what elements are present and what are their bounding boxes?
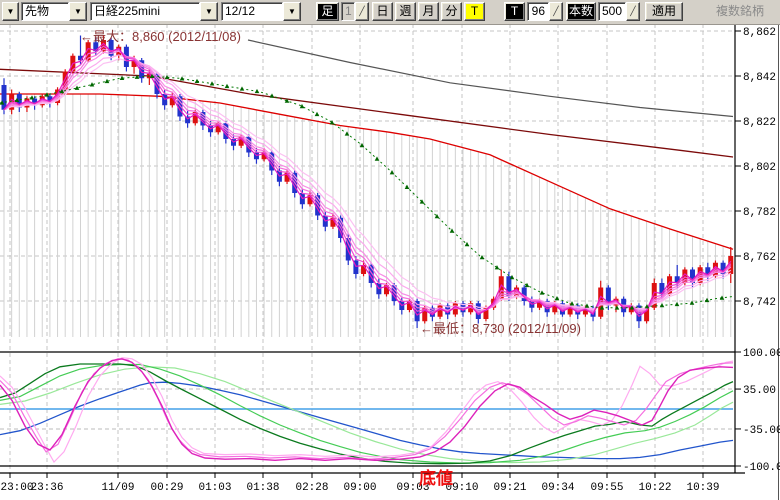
period-day-button[interactable]: 日 [372, 2, 393, 21]
period-week-button[interactable]: 週 [395, 2, 416, 21]
svg-text:8,762: 8,762 [743, 252, 776, 264]
bottom-annotation: 底値 [419, 468, 453, 488]
svg-text:09:34: 09:34 [541, 482, 574, 494]
svg-text:-100.00: -100.00 [743, 462, 780, 474]
svg-text:09:55: 09:55 [590, 482, 623, 494]
svg-text:09:03: 09:03 [396, 482, 429, 494]
annotations-layer: ←最大：8,860 (2012/11/08) ←最低：8,730 (2012/11… [80, 29, 581, 336]
spinner-icon[interactable]: ╱ [549, 2, 563, 21]
bars-label-button: 本数 [566, 2, 596, 21]
grid-layer [0, 24, 735, 473]
green-ma-layer [0, 73, 734, 310]
symbol-select[interactable]: 日経225mini ▼ [90, 2, 218, 21]
svg-text:8,822: 8,822 [743, 117, 776, 129]
svg-text:8,802: 8,802 [743, 162, 776, 174]
axis-layer: 8,862 8,842 8,822 8,802 8,782 8,762 8,742 100.0… [0, 24, 780, 494]
period-month-button[interactable]: 月 [418, 2, 439, 21]
svg-text:-35.00: -35.00 [743, 425, 780, 437]
toolbar: ▼ 先物 ▼ 日経225mini ▼ 12/12 ▼ 足 1 ╱ 日 週 月 分… [0, 0, 780, 25]
contract-month-select[interactable]: 12/12 ▼ [221, 2, 301, 21]
svg-text:09:00: 09:00 [343, 482, 376, 494]
svg-text:8,782: 8,782 [743, 207, 776, 219]
period-minute-button[interactable]: 分 [441, 2, 462, 21]
svg-text:10:22: 10:22 [638, 482, 671, 494]
history-dropdown[interactable]: ▼ [2, 2, 19, 21]
instrument-type-select[interactable]: 先物 ▼ [21, 2, 87, 21]
chevron-down-icon[interactable]: ▼ [69, 2, 87, 21]
svg-text:8,742: 8,742 [743, 297, 776, 309]
svg-text:09:10: 09:10 [445, 482, 478, 494]
chevron-down-icon[interactable]: ▼ [2, 2, 19, 21]
multi-symbol-button: 複数銘柄 [716, 4, 765, 18]
hatch-area [3, 94, 732, 337]
svg-text:35.00: 35.00 [743, 385, 776, 397]
svg-text:8,842: 8,842 [743, 72, 776, 84]
spinner-icon[interactable]: ╱ [626, 2, 640, 21]
bar-type-button[interactable]: 足 [316, 2, 339, 21]
contract-month-value: 12/12 [221, 2, 283, 21]
apply-button[interactable]: 適用 [645, 2, 683, 21]
svg-text:23:36: 23:36 [30, 482, 63, 494]
svg-text:←最大：8,860 (2012/11/08): ←最大：8,860 (2012/11/08) [80, 29, 241, 44]
svg-text:8,862: 8,862 [743, 27, 776, 39]
spinner-icon[interactable]: ╱ [355, 2, 369, 21]
svg-text:100.00: 100.00 [743, 348, 780, 360]
svg-text:10:39: 10:39 [686, 482, 719, 494]
tick-count-field[interactable]: 96 [527, 2, 549, 21]
ema-ribbon-layer [3, 42, 732, 318]
svg-text:11/09: 11/09 [101, 482, 134, 494]
chevron-down-icon[interactable]: ▼ [283, 2, 301, 21]
svg-text:01:03: 01:03 [198, 482, 231, 494]
tick-mode-button[interactable]: T [504, 2, 525, 21]
svg-text:00:29: 00:29 [150, 482, 183, 494]
instrument-type-value: 先物 [21, 2, 69, 21]
svg-text:02:28: 02:28 [295, 482, 328, 494]
svg-text:23:00: 23:00 [0, 482, 33, 494]
svg-text:←最低：8,730 (2012/11/09): ←最低：8,730 (2012/11/09) [420, 321, 581, 336]
svg-text:底値: 底値 [419, 468, 453, 488]
chevron-down-icon[interactable]: ▼ [200, 2, 218, 21]
bar-interval-field[interactable]: 1 [341, 2, 355, 21]
svg-text:01:38: 01:38 [246, 482, 279, 494]
symbol-value: 日経225mini [90, 2, 200, 21]
bars-count-field[interactable]: 500 [598, 2, 626, 21]
chart-background [0, 24, 780, 500]
tick-toggle-button[interactable]: T [464, 2, 485, 21]
oscillator-layer [0, 351, 735, 467]
svg-text:09:21: 09:21 [493, 482, 526, 494]
